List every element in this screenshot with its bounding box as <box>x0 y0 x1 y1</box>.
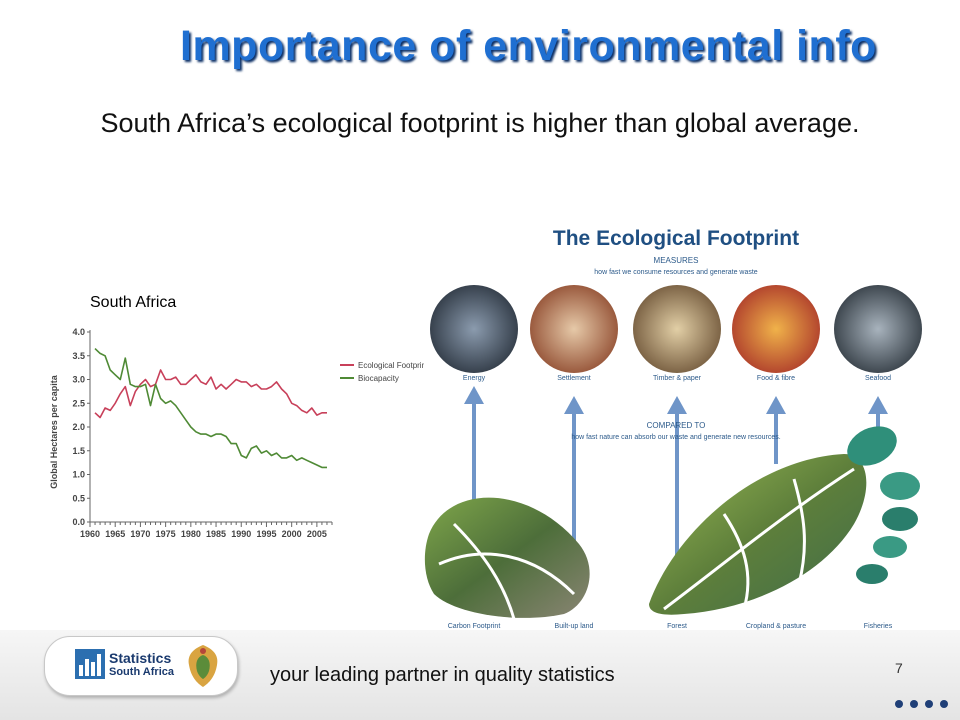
dot-icon <box>925 700 933 708</box>
y-tick-label: 0.0 <box>72 517 85 527</box>
y-tick-label: 0.5 <box>72 493 85 503</box>
top-label-settlement: Settlement <box>557 375 591 382</box>
food-photo <box>732 285 820 373</box>
dot-icon <box>910 700 918 708</box>
slide-title: Importance of environmental info <box>180 22 877 70</box>
x-tick-label: 1970 <box>130 529 150 539</box>
resource-circles <box>430 285 922 373</box>
y-tick-label: 1.5 <box>72 446 85 456</box>
graphic-title: The Ecological Footprint <box>553 227 799 250</box>
y-tick-label: 1.0 <box>72 470 85 480</box>
y-axis-label: Global Hectares per capita <box>49 374 59 489</box>
logo-text: Statistics South Africa <box>109 651 174 679</box>
logo-line-1: Statistics <box>109 650 172 666</box>
slide-subtitle: South Africa’s ecological footprint is h… <box>100 108 860 138</box>
top-label-seafood: Seafood <box>865 375 891 382</box>
right-footprint-leaf <box>649 454 867 615</box>
x-tick-label: 1960 <box>80 529 100 539</box>
legend-label: Biocapacity <box>358 374 399 383</box>
y-tick-label: 2.5 <box>72 398 85 408</box>
top-label-energy: Energy <box>463 375 486 382</box>
compared-label: COMPARED TO <box>647 421 706 430</box>
ecological-footprint-infographic: The Ecological Footprint MEASURES how fa… <box>424 214 929 634</box>
bar-chart-logo-icon <box>75 649 105 679</box>
page-number: 7 <box>895 660 903 676</box>
x-tick-label: 1985 <box>206 529 226 539</box>
footer-tagline: your leading partner in quality statisti… <box>270 664 615 686</box>
dot-icon <box>940 700 948 708</box>
logo-line-2: South Africa <box>109 666 174 678</box>
x-tick-label: 2000 <box>282 529 302 539</box>
measures-text: how fast we consume resources and genera… <box>594 269 758 276</box>
settlement-photo <box>530 285 618 373</box>
coat-of-arms-icon <box>188 645 218 687</box>
bottom-label-builtup: Built-up land <box>555 623 594 630</box>
energy-photo <box>430 285 518 373</box>
bottom-label-fisheries: Fisheries <box>864 623 893 630</box>
x-tick-label: 1990 <box>231 529 251 539</box>
footprint-line-chart: 0.0 0.5 1.0 1.5 2.0 2.5 3.0 3.5 4.0 1960 1965 1970 1… <box>49 327 429 539</box>
timber-photo <box>633 285 721 373</box>
toe-shapes <box>847 426 920 584</box>
chart-caption: South Africa <box>90 294 177 311</box>
measures-label: MEASURES <box>654 256 699 265</box>
seafood-photo <box>834 285 922 373</box>
ecological-footprint-line <box>94 369 327 419</box>
decorative-dots <box>895 695 955 713</box>
x-tick-label: 1975 <box>156 529 176 539</box>
y-tick-label: 3.0 <box>72 375 85 385</box>
y-tick-label: 2.0 <box>72 422 85 432</box>
x-tick-label: 1995 <box>256 529 276 539</box>
dot-icon <box>895 700 903 708</box>
y-tick-label: 4.0 <box>72 327 85 337</box>
stats-sa-logo: Statistics South Africa <box>44 636 238 696</box>
bottom-label-cropland: Cropland & pasture <box>746 623 806 630</box>
legend-label: Ecological Footprint <box>358 361 429 370</box>
y-tick-label: 3.5 <box>72 351 85 361</box>
top-label-food: Food & fibre <box>757 375 795 382</box>
biocapacity-line <box>94 348 327 469</box>
compared-text: how fast nature can absorb our waste and… <box>571 434 780 441</box>
up-arrows <box>464 386 888 584</box>
x-tick-label: 1980 <box>181 529 201 539</box>
x-tick-label: 1965 <box>105 529 125 539</box>
x-tick-label: 2005 <box>307 529 327 539</box>
bottom-label-forest: Forest <box>667 623 687 630</box>
bottom-label-carbon: Carbon Footprint <box>448 623 501 630</box>
top-label-timber: Timber & paper <box>653 375 702 382</box>
